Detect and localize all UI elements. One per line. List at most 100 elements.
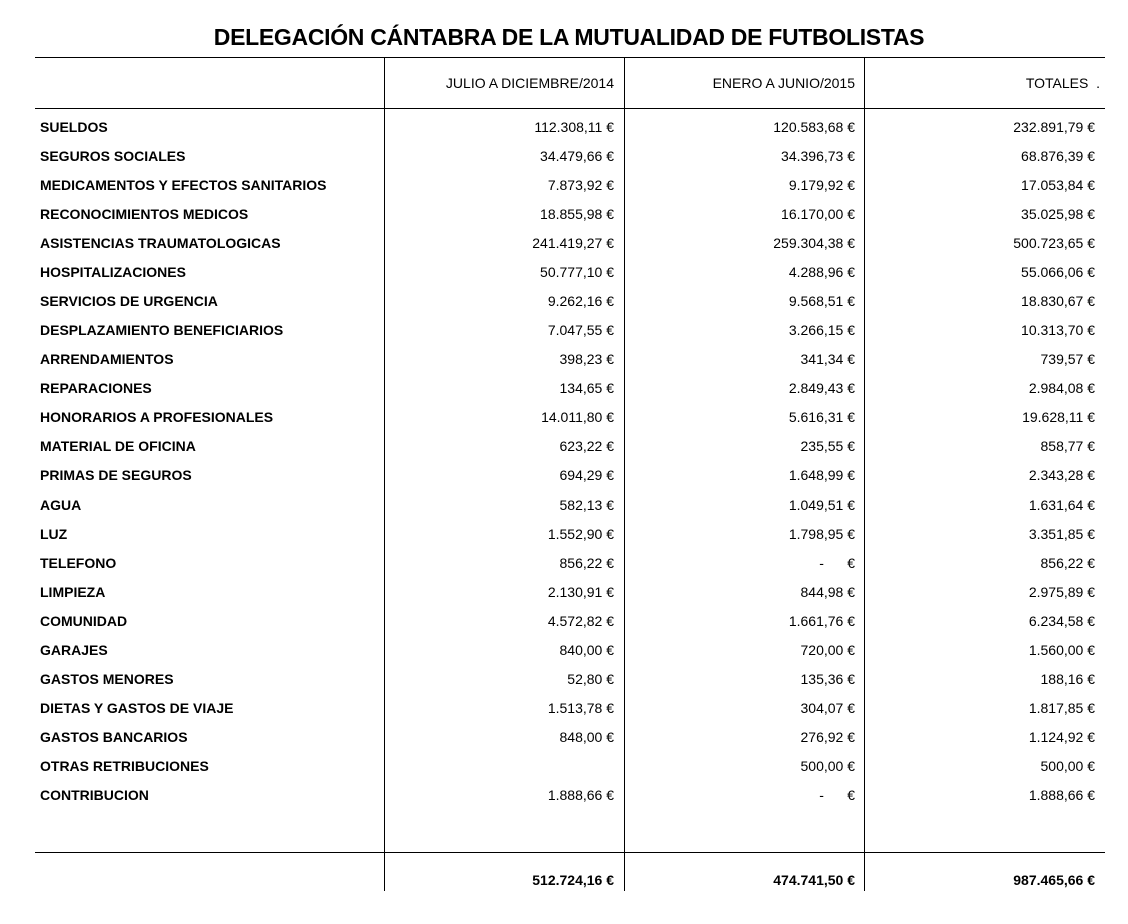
cell: 18.855,98 € [540, 206, 614, 223]
cell: 9.262,16 € [547, 293, 614, 310]
cell: 19.628,11 € [1022, 409, 1095, 426]
cell: 844,98 € [800, 583, 856, 600]
cell: 341,34 € [800, 351, 856, 368]
cell: 9.179,92 € [788, 177, 855, 194]
cell: 856,22 € [559, 554, 615, 571]
cell: 1.124,92 € [1028, 728, 1095, 745]
cell: 1.631,64 € [1028, 496, 1095, 513]
row-label: PRIMAS DE SEGUROS [40, 467, 192, 484]
row-label: DESPLAZAMIENTO BENEFICIARIOS [40, 322, 284, 339]
cell: 1.888,66 € [547, 786, 614, 803]
cell: 232.891,79 € [1013, 119, 1095, 135]
title: DELEGACIÓN CÁNTABRA DE LA MUTUALIDAD DE … [213, 24, 925, 50]
row-label: ASISTENCIAS TRAUMATOLOGICAS [40, 235, 281, 252]
row-label: COMUNIDAD [40, 612, 128, 629]
cell: 500,00 € [1040, 757, 1096, 774]
rule [35, 852, 1105, 853]
row-label: SEGUROS SOCIALES [40, 148, 186, 165]
cell: 304,07 € [800, 699, 856, 716]
cell: 500.723,65 € [1013, 235, 1095, 252]
row-label: DIETAS Y GASTOS DE VIAJE [40, 699, 234, 716]
cell: 4.288,96 € [788, 264, 855, 281]
row-label: OTRAS RETRIBUCIONES [40, 757, 209, 774]
cell: 6.234,58 € [1028, 612, 1095, 629]
cell: 500,00 € [800, 757, 856, 774]
cell: 17.053,84 € [1021, 177, 1095, 194]
column-header: TOTALES . [1025, 75, 1100, 91]
cell: 241.419,27 € [532, 235, 614, 252]
row-label: AGUA [40, 496, 82, 513]
cell: 34.396,73 € [781, 148, 855, 165]
row-label: LIMPIEZA [40, 583, 106, 600]
row-label: GASTOS BANCARIOS [40, 728, 188, 745]
row-label: RECONOCIMIENTOS MEDICOS [40, 206, 249, 223]
cell: 4.572,82 € [547, 612, 614, 629]
cell: 1.513,78 € [547, 699, 614, 716]
cell: 9.568,51 € [788, 293, 855, 310]
total: 474.741,50 € [773, 872, 855, 888]
cell: 276,92 € [800, 728, 856, 745]
cell: 623,22 € [559, 438, 615, 455]
row-label: REPARACIONES [40, 380, 152, 397]
cell: 3.266,15 € [788, 322, 855, 339]
cell: 259.304,38 € [773, 235, 855, 252]
cell: 188,16 € [1040, 670, 1096, 687]
cell: 112.308,11 € [534, 119, 614, 135]
cell: 2.984,08 € [1028, 380, 1095, 397]
row-label: ARRENDAMIENTOS [40, 351, 174, 368]
column-divider [384, 57, 385, 891]
cell: 739,57 € [1040, 351, 1096, 368]
cell: 1.049,51 € [788, 496, 855, 513]
cell: 52,80 € [567, 670, 614, 687]
row-label: GARAJES [40, 641, 108, 658]
total: 987.465,66 € [1013, 872, 1095, 888]
cell: 5.616,31 € [788, 409, 855, 426]
cell: 1.560,00 € [1028, 641, 1095, 658]
cell: 35.025,98 € [1021, 206, 1095, 223]
row-label: LUZ [40, 525, 68, 542]
cell: 68.876,39 € [1021, 148, 1095, 165]
cell: 50.777,10 € [540, 264, 614, 281]
cell: - € [819, 786, 855, 803]
cell: 120.583,68 € [773, 119, 855, 135]
cell: 856,22 € [1040, 554, 1096, 571]
cell: 720,00 € [800, 641, 856, 658]
cell: 848,00 € [559, 728, 615, 745]
cell: 14.011,80 € [541, 409, 614, 426]
cell: 1.817,85 € [1028, 699, 1095, 716]
row-label: MATERIAL DE OFICINA [40, 438, 196, 455]
cell: 840,00 € [559, 641, 615, 658]
total: 512.724,16 € [532, 872, 614, 888]
cell: 2.130,91 € [547, 583, 614, 600]
rule [35, 108, 1105, 109]
cell: 16.170,00 € [781, 206, 855, 223]
cell: 1.648,99 € [788, 467, 855, 484]
cell: 34.479,66 € [540, 148, 614, 165]
row-label: SERVICIOS DE URGENCIA [40, 293, 218, 310]
cell: 7.047,55 € [547, 322, 614, 339]
row-label: CONTRIBUCION [40, 786, 149, 803]
cell: 694,29 € [559, 467, 615, 484]
cell: 18.830,67 € [1021, 293, 1095, 310]
column-header: JULIO A DICIEMBRE/2014 [445, 75, 614, 91]
column-divider [864, 57, 865, 891]
cell: 1.798,95 € [788, 525, 855, 542]
row-label: GASTOS MENORES [40, 670, 174, 687]
row-label: MEDICAMENTOS Y EFECTOS SANITARIOS [40, 177, 327, 194]
cell: 858,77 € [1040, 438, 1096, 455]
cell: 3.351,85 € [1028, 525, 1095, 542]
cell: 10.313,70 € [1021, 322, 1095, 339]
cell: 135,36 € [800, 670, 856, 687]
cell: 134,65 € [559, 380, 615, 397]
cell: 1.552,90 € [547, 525, 614, 542]
cell: 2.849,43 € [788, 380, 855, 397]
cell: 1.888,66 € [1028, 786, 1095, 803]
cell: 582,13 € [559, 496, 615, 513]
cell: 1.661,76 € [788, 612, 855, 629]
row-label: HOSPITALIZACIONES [40, 264, 186, 281]
row-label: HONORARIOS A PROFESIONALES [40, 409, 274, 426]
cell: 2.975,89 € [1028, 583, 1095, 600]
rule [35, 57, 1105, 58]
column-header: ENERO A JUNIO/2015 [712, 75, 855, 91]
